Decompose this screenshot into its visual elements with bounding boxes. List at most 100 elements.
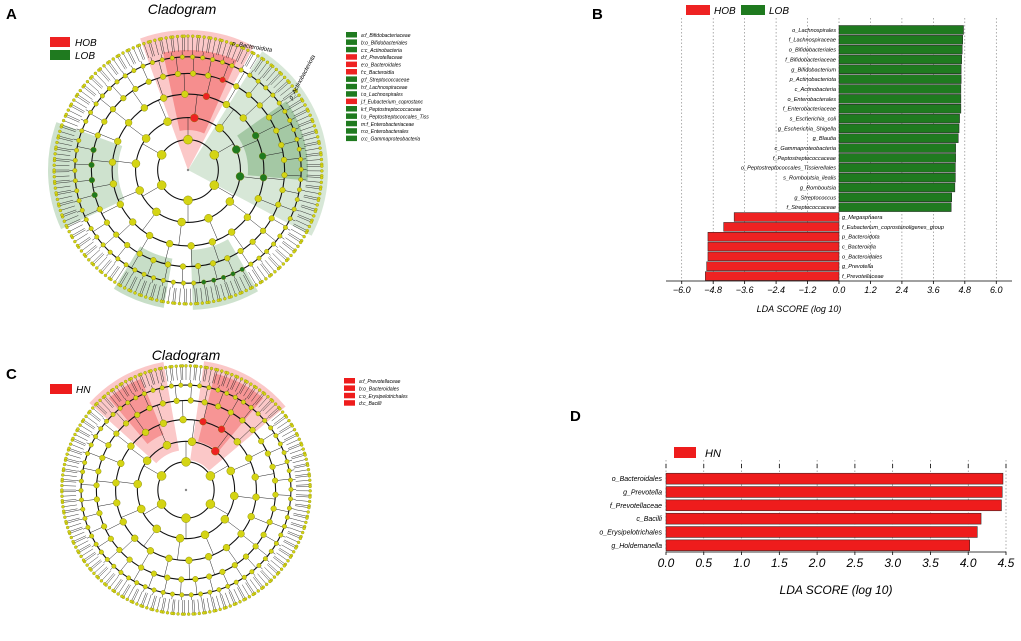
leaf-node (283, 564, 286, 567)
bar-label: o_Erysipelotrichales (599, 529, 662, 536)
leaf-node (73, 433, 76, 436)
taxon-node (269, 549, 273, 553)
taxon-node (161, 278, 165, 282)
leaf-node (242, 598, 245, 601)
taxon-node (253, 544, 259, 550)
leaf-node (63, 220, 66, 223)
leaf-node (310, 221, 313, 224)
leaf-node (236, 376, 239, 379)
leaf-branch (63, 475, 77, 477)
legend-swatch-lob-b (741, 5, 765, 15)
taxon-node (151, 276, 155, 280)
bar (839, 65, 961, 74)
leaf-node (65, 113, 68, 116)
leaf-node (307, 511, 310, 514)
taxon-node (203, 93, 210, 100)
taxon-node (176, 534, 184, 542)
leaf-branch (250, 580, 258, 591)
taxon-node (94, 497, 100, 503)
x-tick-label: 4.8 (959, 285, 972, 295)
taxon-node (249, 262, 253, 266)
leaf-branch (98, 568, 108, 578)
leaf-node (60, 484, 63, 487)
taxon-node (184, 135, 193, 144)
leaf-branch (295, 470, 309, 472)
legend-swatch-lob (50, 50, 70, 60)
taxon-node (299, 167, 303, 171)
taxon-node (113, 479, 120, 486)
leaf-node (76, 93, 79, 96)
leaf-branch (253, 577, 262, 588)
leaf-branch (65, 460, 79, 463)
x-tick-label: 6.0 (990, 285, 1003, 295)
taxon-node (193, 576, 199, 582)
leaf-node (88, 410, 91, 413)
leaf-branch (85, 553, 97, 561)
taxon-node (274, 434, 278, 438)
cladogram-a-legend: HOB LOB (50, 37, 97, 62)
leaf-branch (80, 91, 92, 100)
taxon-node (170, 56, 174, 60)
leaf-branch (198, 599, 200, 613)
leaf-branch (285, 435, 298, 441)
leaf-node (108, 277, 111, 280)
leaf-branch (296, 495, 310, 496)
key-label: a:f_Bifidobacteriaceae (361, 33, 411, 39)
leaf-node (79, 424, 82, 427)
taxon-node (73, 179, 77, 183)
leaf-node (286, 559, 289, 562)
leaf-branch (283, 241, 295, 250)
taxon-node (267, 519, 273, 525)
taxon-node (88, 110, 92, 114)
leaf-node (88, 567, 91, 570)
leaf-node (318, 142, 321, 145)
bar-label: f_Enterobacteriaceae (783, 107, 836, 113)
leaf-node (299, 537, 302, 540)
leaf-branch (71, 532, 84, 537)
leaf-node (206, 301, 209, 304)
leaf-node (103, 582, 106, 585)
taxon-node (127, 557, 133, 563)
bar (666, 487, 1002, 498)
taxon-node (171, 280, 175, 284)
leaf-branch (100, 260, 110, 271)
taxon-node (288, 497, 292, 501)
leaf-node (82, 418, 85, 421)
taxon-node (170, 592, 174, 596)
leaf-branch (212, 597, 215, 611)
taxon-node (261, 532, 267, 538)
leaf-node (170, 612, 173, 615)
leaf-node (70, 103, 73, 106)
leaf-node (266, 61, 269, 64)
leaf-node (240, 377, 243, 380)
leaf-node (58, 130, 61, 133)
leaf-node (99, 67, 102, 70)
taxon-node (169, 384, 173, 388)
leaf-node (265, 583, 268, 586)
leaf-branch (282, 242, 294, 251)
leaf-branch (173, 288, 175, 303)
leaf-branch (75, 233, 88, 241)
bar-label: o_Bifidobacteriales (789, 48, 836, 54)
taxon-node (190, 71, 196, 77)
taxon-node (253, 494, 260, 501)
cladogram-a (48, 30, 328, 310)
bar (839, 94, 961, 103)
leaf-node (176, 35, 179, 38)
leaf-node (309, 485, 312, 488)
taxon-node (220, 77, 226, 83)
panel-a-label: A (6, 6, 17, 23)
taxon-node (89, 226, 93, 230)
taxon-node (252, 474, 259, 481)
leaf-branch (294, 510, 308, 512)
leaf-node (92, 572, 95, 575)
bar (708, 242, 839, 251)
taxon-node (110, 180, 117, 187)
leaf-branch (92, 253, 103, 264)
leaf-node (263, 392, 266, 395)
leaf-node (249, 287, 252, 290)
leaf-branch (292, 455, 306, 459)
key-swatch (346, 121, 357, 127)
leaf-branch (265, 260, 275, 272)
